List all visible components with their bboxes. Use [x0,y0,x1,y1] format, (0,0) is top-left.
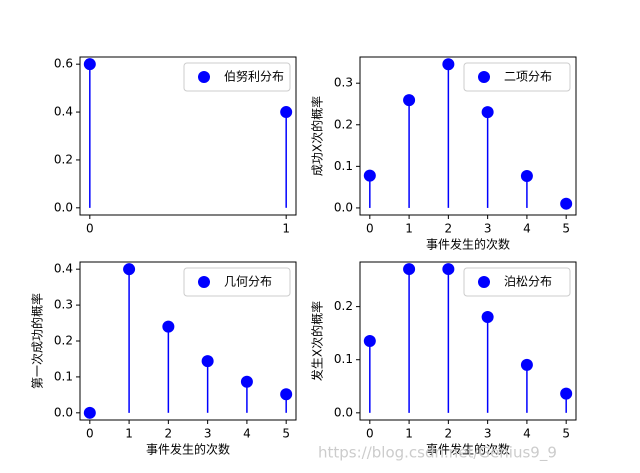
stem-marker [280,388,293,401]
stem-marker [442,58,455,71]
stem-marker [123,263,136,276]
legend-label: 泊松分布 [504,275,552,289]
legend-marker [478,276,490,288]
x-tick-label: 4 [523,427,531,441]
legend-box [463,62,571,92]
x-tick-label: 1 [405,427,413,441]
x-tick-label: 3 [484,222,492,236]
legend-label: 几何分布 [224,275,272,289]
stem-marker [240,375,253,388]
x-tick-label: 3 [484,427,492,441]
x-tick-label: 5 [282,427,290,441]
axes-frame [359,56,577,216]
legend-box [183,267,291,297]
stem-marker [481,311,494,324]
stem-marker [83,58,96,71]
y-tick-label: 0.0 [334,405,353,419]
stem-marker [162,320,175,333]
y-tick-label: 0.1 [334,352,353,366]
stem-marker [363,169,376,182]
y-tick-label: 0.2 [54,334,73,348]
stem-marker [442,263,455,276]
stem-marker [280,106,293,119]
x-tick-label: 0 [366,222,374,236]
x-tick-label: 2 [165,427,173,441]
stem-marker [520,358,533,371]
legend-label: 伯努利分布 [224,69,284,84]
y-axis-label: 成功X次的概率 [310,96,325,176]
legend-box [463,267,571,297]
x-axis-label: 事件发生的次数 [426,237,510,252]
x-axis-label: 事件发生的次数 [426,442,510,457]
stem-marker [520,169,533,182]
y-tick-label: 0.4 [54,262,73,276]
x-tick-label: 0 [86,427,94,441]
y-axis-label: 发生X次的概率 [310,301,325,381]
y-tick-label: 0.1 [54,369,73,383]
stem-marker [560,197,573,210]
stem-marker [560,387,573,400]
x-tick-label: 4 [523,222,531,236]
x-axis-label: 事件发生的次数 [146,442,230,457]
x-tick-label: 0 [86,222,94,236]
y-tick-label: 0.2 [334,299,353,313]
y-tick-label: 0.2 [334,117,353,131]
y-tick-label: 0.0 [334,200,353,214]
x-tick-label: 2 [445,222,453,236]
stem-marker [481,106,494,119]
y-tick-label: 0.2 [54,152,73,166]
y-axis-label: 第一次成功的概率 [30,293,45,389]
legend-marker [198,71,210,83]
x-tick-label: 5 [562,222,570,236]
y-tick-label: 0.4 [54,105,73,119]
stem-marker [83,406,96,419]
y-tick-label: 0.0 [54,405,73,419]
x-tick-label: 1 [282,222,290,236]
stem-marker [403,263,416,276]
y-tick-label: 0.3 [334,76,353,90]
x-tick-label: 1 [405,222,413,236]
x-tick-label: 4 [243,427,251,441]
stem-marker [363,334,376,347]
x-tick-label: 0 [366,427,374,441]
y-tick-label: 0.6 [54,57,73,71]
y-tick-label: 0.1 [334,159,353,173]
watermark: https://blog.csdn.net/Genius9_9 [318,444,557,463]
stem-marker [403,94,416,107]
axes-frame [359,261,577,421]
y-tick-label: 0.3 [54,298,73,312]
y-tick-label: 0.0 [54,200,73,214]
stem-marker [201,355,214,368]
legend-box [183,62,291,92]
x-tick-label: 5 [562,427,570,441]
legend-marker [198,276,210,288]
x-tick-label: 2 [445,427,453,441]
x-tick-label: 3 [204,427,212,441]
axes-frame [79,56,297,216]
legend-marker [478,71,490,83]
x-tick-label: 1 [125,427,133,441]
legend-label: 二项分布 [504,70,552,84]
